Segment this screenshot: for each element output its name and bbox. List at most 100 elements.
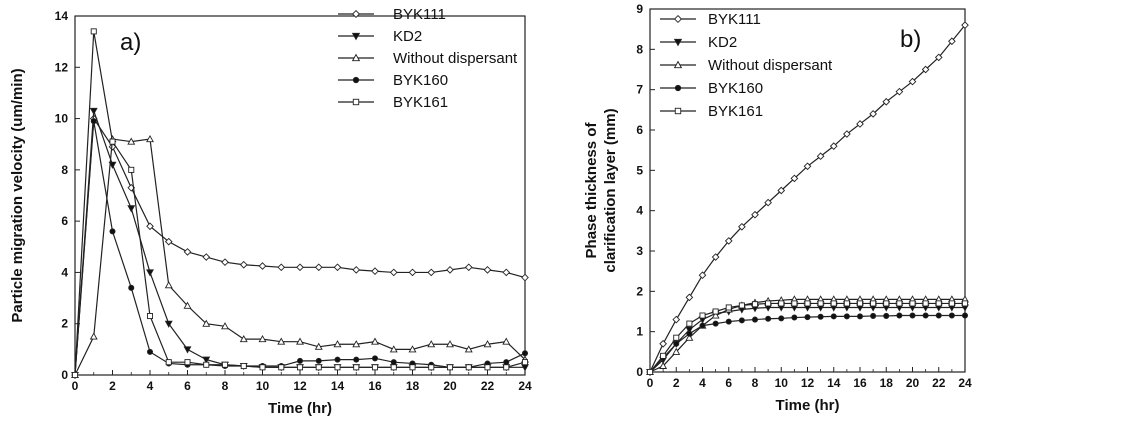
data-point	[816, 152, 825, 161]
data-point	[921, 65, 930, 74]
x-tick-label: 0	[72, 379, 79, 393]
legend-label: BYK161	[393, 94, 448, 111]
data-point	[791, 300, 798, 307]
data-point	[277, 337, 286, 345]
data-point	[646, 368, 654, 376]
legend-marker	[351, 53, 361, 62]
data-point	[738, 317, 745, 324]
data-point	[948, 300, 955, 307]
y-tick-label: 8	[61, 163, 68, 177]
legend-marker	[351, 9, 361, 19]
data-point	[371, 267, 379, 275]
data-point	[427, 340, 436, 348]
data-point	[389, 345, 398, 353]
data-point	[725, 318, 732, 325]
data-point	[296, 337, 304, 345]
data-point	[146, 269, 154, 277]
series-line	[74, 31, 526, 376]
series-without-dispersant	[71, 134, 529, 379]
data-point	[673, 334, 680, 341]
data-point	[90, 118, 97, 125]
data-point	[883, 312, 890, 319]
data-point	[278, 364, 285, 371]
data-point	[672, 315, 681, 324]
data-point	[725, 304, 732, 311]
x-tick-label: 12	[293, 379, 307, 393]
x-tick-label: 22	[481, 379, 495, 393]
series-byk161	[71, 28, 529, 379]
legend-marker	[352, 76, 360, 84]
legend-label: Without dispersant	[708, 57, 833, 74]
data-point	[352, 266, 361, 274]
legend-item: BYK160	[338, 72, 448, 89]
data-point	[724, 237, 733, 245]
data-point	[686, 320, 693, 327]
data-point	[908, 77, 917, 86]
x-tick-label: 4	[147, 379, 154, 393]
data-point	[483, 340, 492, 348]
legend-marker	[674, 84, 682, 92]
legend-marker	[674, 107, 682, 115]
data-point	[390, 359, 397, 366]
data-point	[183, 301, 192, 309]
data-point	[751, 316, 759, 323]
x-tick-label: 0	[647, 376, 654, 390]
data-point	[127, 205, 136, 213]
data-point	[146, 222, 154, 231]
data-point	[109, 138, 116, 145]
x-tick-label: 14	[827, 376, 841, 390]
data-point	[296, 357, 304, 364]
data-point	[882, 97, 891, 106]
legend-label: KD2	[708, 34, 737, 51]
panel-label: a)	[120, 29, 141, 56]
data-point	[502, 268, 511, 277]
x-tick-label: 14	[331, 379, 345, 393]
data-point	[427, 268, 436, 277]
legend: BYK111 KD2 Without dispersant BYK160 BYK161	[660, 11, 833, 120]
data-point	[259, 364, 266, 371]
x-tick-label: 20	[906, 376, 920, 390]
legend-label: BYK160	[708, 80, 763, 97]
data-point	[184, 359, 191, 366]
data-point	[428, 364, 435, 371]
x-tick-label: 16	[853, 376, 867, 390]
x-tick-label: 12	[801, 376, 815, 390]
data-point	[390, 364, 397, 371]
y-axis-title: Particle migration velocity (um/min)	[9, 68, 26, 322]
legend-label: BYK160	[393, 72, 448, 89]
data-point	[685, 333, 694, 341]
y-axis-title: Phase thickness of clarification layer (m…	[583, 108, 619, 272]
y-tick-label: 10	[55, 112, 69, 126]
y-tick-label: 2	[636, 284, 643, 298]
data-point	[870, 312, 877, 319]
data-point	[934, 53, 943, 62]
y-tick-label: 8	[636, 42, 643, 56]
data-point	[521, 273, 529, 282]
legend-item: KD2	[338, 28, 422, 45]
data-point	[961, 300, 969, 307]
data-point	[751, 301, 759, 308]
x-tick-label: 22	[932, 376, 946, 390]
x-tick-label: 10	[775, 376, 789, 390]
x-tick-label: 8	[222, 379, 229, 393]
x-tick-label: 18	[406, 379, 420, 393]
x-tick-label: 10	[256, 379, 270, 393]
data-point	[672, 347, 681, 355]
data-point	[948, 312, 955, 319]
data-point	[829, 142, 838, 150]
data-point	[804, 300, 811, 307]
y-tick-label: 0	[61, 368, 68, 382]
data-point	[353, 364, 360, 371]
data-point	[751, 210, 759, 219]
y-tick-label: 14	[55, 9, 69, 23]
data-point	[128, 284, 135, 291]
data-point	[856, 120, 864, 128]
data-point	[503, 359, 510, 366]
y-tick-label: 3	[636, 244, 643, 258]
data-point	[277, 263, 286, 272]
x-axis-title: Time (hr)	[268, 400, 332, 417]
panel-label: b)	[900, 26, 921, 53]
legend-label: Without dispersant	[393, 50, 518, 67]
data-point	[221, 258, 229, 267]
x-tick-label: 18	[880, 376, 894, 390]
